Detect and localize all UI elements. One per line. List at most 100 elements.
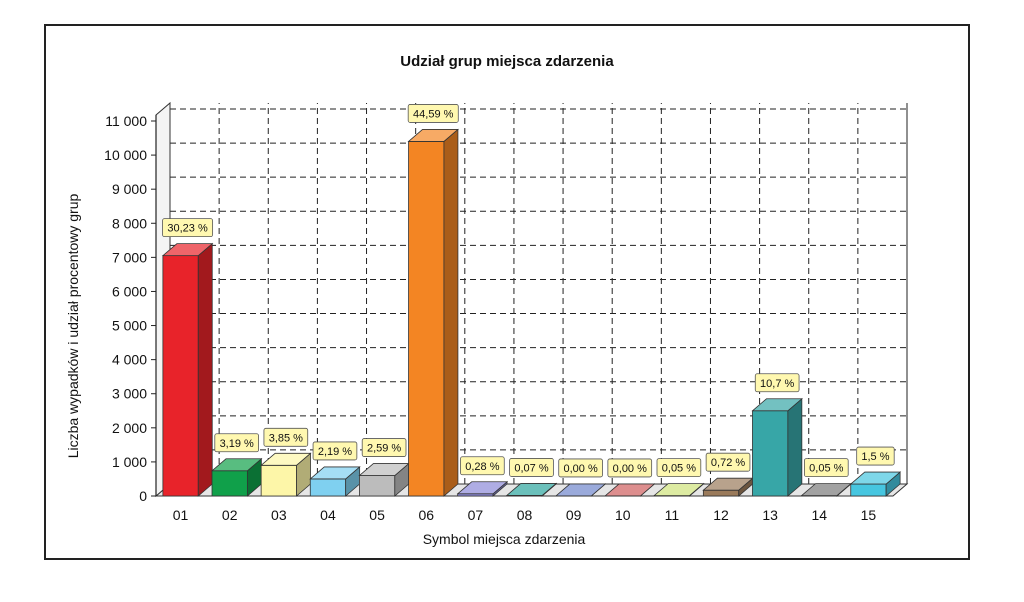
data-label-box (607, 458, 653, 478)
data-label-box (214, 433, 260, 453)
bar-06 (407, 128, 460, 497)
data-label-08: 0,07 % (509, 458, 554, 477)
y-tick-label: 6 000 (112, 283, 147, 299)
data-label-box (754, 373, 800, 393)
bar-11 (653, 482, 705, 497)
y-axis-label: Liczba wypadków i udział procentowy grup (65, 193, 81, 458)
y-tick-label: 9 000 (112, 181, 147, 197)
chart-title: Udział grup miejsca zdarzenia (400, 53, 614, 70)
data-label-text: 0,05 % (662, 463, 696, 475)
bar-01 (161, 242, 214, 497)
chart-frame: Udział grup miejsca zdarzenia 0 1 000 2 00… (44, 24, 970, 560)
data-label-text: 2,19 % (318, 446, 352, 458)
data-label-text: 44,59 % (413, 108, 454, 120)
data-label-box (705, 452, 751, 472)
x-tick-label: 08 (517, 507, 533, 523)
bar-top (653, 483, 705, 496)
data-label-text: 3,85 % (269, 432, 303, 444)
x-tick-label: 14 (812, 507, 828, 523)
y-tick-label: 0 (139, 488, 147, 504)
bar-top (407, 129, 460, 142)
y-tick-label: 4 000 (112, 352, 147, 368)
bar-chart: Udział grup miejsca zdarzenia 0 1 000 2 00… (65, 53, 909, 547)
bar-front (408, 141, 445, 497)
data-label-box (263, 427, 309, 447)
x-tick-label: 09 (566, 507, 582, 523)
data-label-text: 0,72 % (711, 457, 745, 469)
data-label-text: 2,59 % (367, 443, 401, 455)
bar-02 (210, 457, 263, 497)
bar-front (162, 255, 199, 497)
data-label-text: 30,23 % (167, 223, 208, 235)
x-tick-label: 04 (320, 507, 336, 523)
data-label-02: 3,19 % (214, 433, 260, 453)
bar-12 (702, 477, 754, 497)
x-tick-label: 12 (713, 507, 729, 523)
data-label-text: 10,7 % (760, 378, 794, 390)
data-label-text: 1,5 % (861, 451, 889, 463)
bar-top (161, 243, 214, 257)
data-label-10: 0,00 % (607, 458, 653, 478)
data-label-12: 0,72 % (705, 452, 751, 472)
y-tick-label: 7 000 (112, 249, 147, 265)
x-axis-label: Symbol miejsca zdarzenia (423, 531, 586, 547)
bar-07 (456, 480, 509, 497)
bar-04 (309, 466, 361, 497)
bar-top (210, 458, 263, 472)
bar-10 (603, 483, 656, 497)
bar-15 (849, 471, 902, 497)
data-label-text: 0,07 % (514, 462, 548, 474)
bar-front (309, 478, 347, 497)
data-label-text: 0,00 % (613, 463, 647, 475)
data-label-text: 0,05 % (809, 463, 843, 475)
bar-front (359, 475, 396, 497)
x-tick-label: 11 (665, 507, 680, 523)
bar-front (211, 470, 248, 497)
data-label-text: 3,19 % (220, 438, 254, 450)
y-tick-label: 8 000 (112, 215, 147, 231)
bar-top (603, 483, 656, 497)
bar-09 (554, 483, 607, 497)
bar-top (505, 483, 558, 496)
data-label-text: 0,00 % (564, 463, 598, 475)
data-label-15: 1,5 % (856, 446, 895, 466)
data-label-14: 0,05 % (804, 458, 849, 477)
data-label-04: 2,19 % (312, 441, 358, 461)
bar-top (849, 471, 902, 485)
data-label-01: 30,23 % (162, 218, 214, 238)
bar-top (554, 483, 607, 497)
y-tick-label: 3 000 (112, 386, 147, 402)
x-tick-label: 01 (173, 507, 189, 523)
bar-top (751, 398, 803, 412)
data-label-text: 0,28 % (465, 461, 499, 473)
y-tick-label: 11 000 (105, 113, 147, 129)
data-label-03: 3,85 % (263, 427, 309, 447)
bar-top (456, 481, 509, 495)
bar-top (260, 452, 312, 466)
data-label-09: 0,00 % (558, 458, 603, 478)
y-tick-label: 2 000 (112, 420, 147, 436)
data-label-box (509, 458, 554, 477)
x-tick-label: 03 (271, 507, 287, 523)
x-tick-label: 13 (762, 507, 778, 523)
bar-08 (505, 482, 558, 497)
data-label-box (162, 218, 214, 238)
data-label-05: 2,59 % (361, 438, 407, 457)
data-label-box (460, 456, 505, 476)
data-label-box (361, 438, 407, 457)
bar-front (260, 464, 297, 497)
bar-front (702, 489, 740, 497)
x-tick-label: 05 (369, 507, 385, 523)
data-label-06: 44,59 % (407, 104, 459, 123)
data-label-13: 10,7 % (754, 373, 800, 393)
data-label-box (407, 104, 459, 123)
bar-05 (358, 462, 410, 497)
data-label-box (312, 441, 358, 461)
data-label-07: 0,28 % (460, 456, 505, 476)
bar-13 (751, 397, 803, 497)
bar-front (752, 410, 789, 497)
bar-side (197, 242, 213, 497)
x-tick-label: 10 (615, 507, 631, 523)
bar-front (850, 483, 887, 497)
bar-03 (260, 452, 312, 497)
